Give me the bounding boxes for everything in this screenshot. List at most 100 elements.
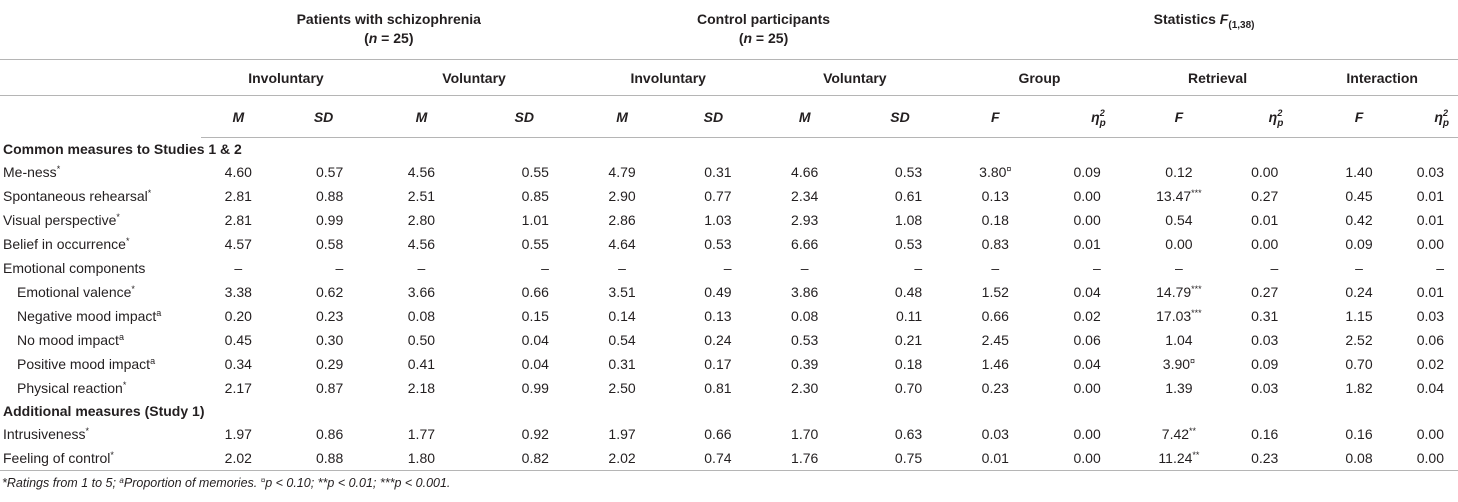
row-label: Intrusiveness* <box>3 426 89 442</box>
table-cell: 7.42** <box>1161 426 1197 442</box>
table-cell: 1.80 <box>371 446 472 471</box>
table-cell: 0.30 <box>315 332 344 348</box>
table-cell: 0.03 <box>1416 164 1444 180</box>
table-cell: 0.88 <box>275 446 372 471</box>
table-cell: 1.97 <box>224 426 252 442</box>
table-cell: 2.81 <box>224 212 252 228</box>
table-cell: 0.04 <box>1073 284 1101 300</box>
table-row: Belief in occurrence* 4.57 0.58 4.56 0.55 4.6… <box>0 232 1458 256</box>
row-label: Emotional components <box>3 260 146 276</box>
table-cell: 0.50 <box>407 332 436 348</box>
table-cell: 2.45 <box>981 332 1009 348</box>
table-cell: 3.66 <box>407 284 436 300</box>
table-cell: 0.31 <box>704 164 732 180</box>
table-cell: 1.15 <box>1345 308 1373 324</box>
table-cell: 3.51 <box>608 284 636 300</box>
header-interaction: Interaction <box>1306 59 1458 96</box>
row-label: Spontaneous rehearsal* <box>3 188 152 204</box>
header-controls-voluntary: Voluntary <box>759 59 951 96</box>
table-cell: 1.77 <box>407 426 436 442</box>
table-row: Negative mood impacta 0.20 0.23 0.08 0.15 0.1… <box>0 304 1458 328</box>
table-cell: – <box>1175 260 1183 276</box>
table-cell: – <box>1436 260 1444 276</box>
table-cell: 0.23 <box>981 380 1009 396</box>
header-eta-squared: ηp2 <box>1229 95 1307 138</box>
table-cell: 0.88 <box>315 188 344 204</box>
table-cell: 0.23 <box>1229 446 1307 471</box>
table-cell: 0.00 <box>1073 212 1101 228</box>
table-cell: 0.45 <box>1345 188 1373 204</box>
table-cell: 0.00 <box>1073 188 1101 204</box>
row-label: Visual perspective* <box>3 212 120 228</box>
table-cell: 2.02 <box>200 446 276 471</box>
header-retrieval: Retrieval <box>1128 59 1307 96</box>
table-cell: 2.18 <box>407 380 436 396</box>
table-cell: 0.01 <box>1073 236 1101 252</box>
row-label: Feeling of control* <box>0 446 201 471</box>
table-cell: 0.54 <box>608 332 636 348</box>
table-cell: 0.61 <box>894 188 923 204</box>
table-cell: 0.49 <box>704 284 732 300</box>
table-cell: 1.52 <box>981 284 1009 300</box>
table-cell: – <box>618 260 626 276</box>
table-cell: 0.04 <box>521 356 549 372</box>
row-label: Physical reaction* <box>17 380 127 396</box>
table-cell: 2.93 <box>791 212 819 228</box>
header-m: M <box>759 95 850 138</box>
table-cell: – <box>914 260 923 276</box>
table-cell: – <box>723 260 732 276</box>
table-cell: 0.41 <box>407 356 436 372</box>
header-m: M <box>576 95 668 138</box>
row-label: No mood impacta <box>17 332 124 348</box>
section-title: Common measures to Studies 1 & 2 <box>3 141 242 157</box>
table-cell: – <box>1092 260 1101 276</box>
table-cell: 1.76 <box>759 446 850 471</box>
table-row: Me-ness* 4.60 0.57 4.56 0.55 4.79 0.31 4.66 0.53… <box>0 160 1458 184</box>
table-cell: – <box>991 260 1000 276</box>
section-title: Additional measures (Study 1) <box>3 403 205 419</box>
table-cell: 0.55 <box>521 164 549 180</box>
table-cell: 0.18 <box>894 356 923 372</box>
table-cell: – <box>234 260 243 276</box>
table-cell: 0.55 <box>521 236 549 252</box>
table-cell: 0.21 <box>894 332 923 348</box>
table-cell: 0.04 <box>1073 356 1101 372</box>
table-cell: 0.81 <box>704 380 732 396</box>
table-cell: 0.09 <box>1345 236 1373 252</box>
table-cell: 0.23 <box>315 308 344 324</box>
table-cell: 0.03 <box>981 426 1009 442</box>
table-cell: 0.63 <box>894 426 923 442</box>
table-cell: 0.54 <box>1165 212 1193 228</box>
table-cell: 1.97 <box>608 426 636 442</box>
table-cell: 0.66 <box>704 426 732 442</box>
table-cell: 0.53 <box>704 236 732 252</box>
results-table: Patients with schizophrenia (n = 25) Con… <box>0 11 1458 471</box>
header-controls: Control participants (n = 25) <box>697 11 831 46</box>
table-cell: 2.34 <box>791 188 819 204</box>
table-cell: 0.02 <box>1073 308 1101 324</box>
table-cell: 0.00 <box>1073 380 1101 396</box>
table-cell: 0.01 <box>1416 284 1444 300</box>
table-cell: 1.03 <box>704 212 732 228</box>
table-cell: 2.51 <box>407 188 436 204</box>
table-cell: – <box>335 260 344 276</box>
table-cell: 2.90 <box>608 188 636 204</box>
table-cell: 0.53 <box>894 236 923 252</box>
header-m: M <box>200 95 276 138</box>
row-label: Positive mood impacta <box>17 356 156 372</box>
table-cell: 4.57 <box>224 236 252 252</box>
table-footnote: *Ratings from 1 to 5; aProportion of mem… <box>2 476 451 490</box>
table-cell: 1.04 <box>1165 332 1193 348</box>
table-row: Emotional components – – – – – – – – – – – – – – <box>0 256 1458 280</box>
table-row: Spontaneous rehearsal* 2.81 0.88 2.51 0.85 2.… <box>0 184 1458 208</box>
header-eta-squared: ηp2 <box>1411 95 1458 138</box>
table-cell: – <box>800 260 809 276</box>
table-cell: 2.30 <box>791 380 819 396</box>
table-cell: 0.62 <box>315 284 344 300</box>
table-cell: 0.16 <box>1345 426 1373 442</box>
table-row: Physical reaction* 2.17 0.87 2.18 0.99 2.50 0.… <box>0 376 1458 400</box>
table-cell: 0.66 <box>521 284 549 300</box>
table-cell: 0.08 <box>1306 446 1412 471</box>
table-cell: 0.09 <box>1251 356 1279 372</box>
header-f: F <box>1306 95 1412 138</box>
